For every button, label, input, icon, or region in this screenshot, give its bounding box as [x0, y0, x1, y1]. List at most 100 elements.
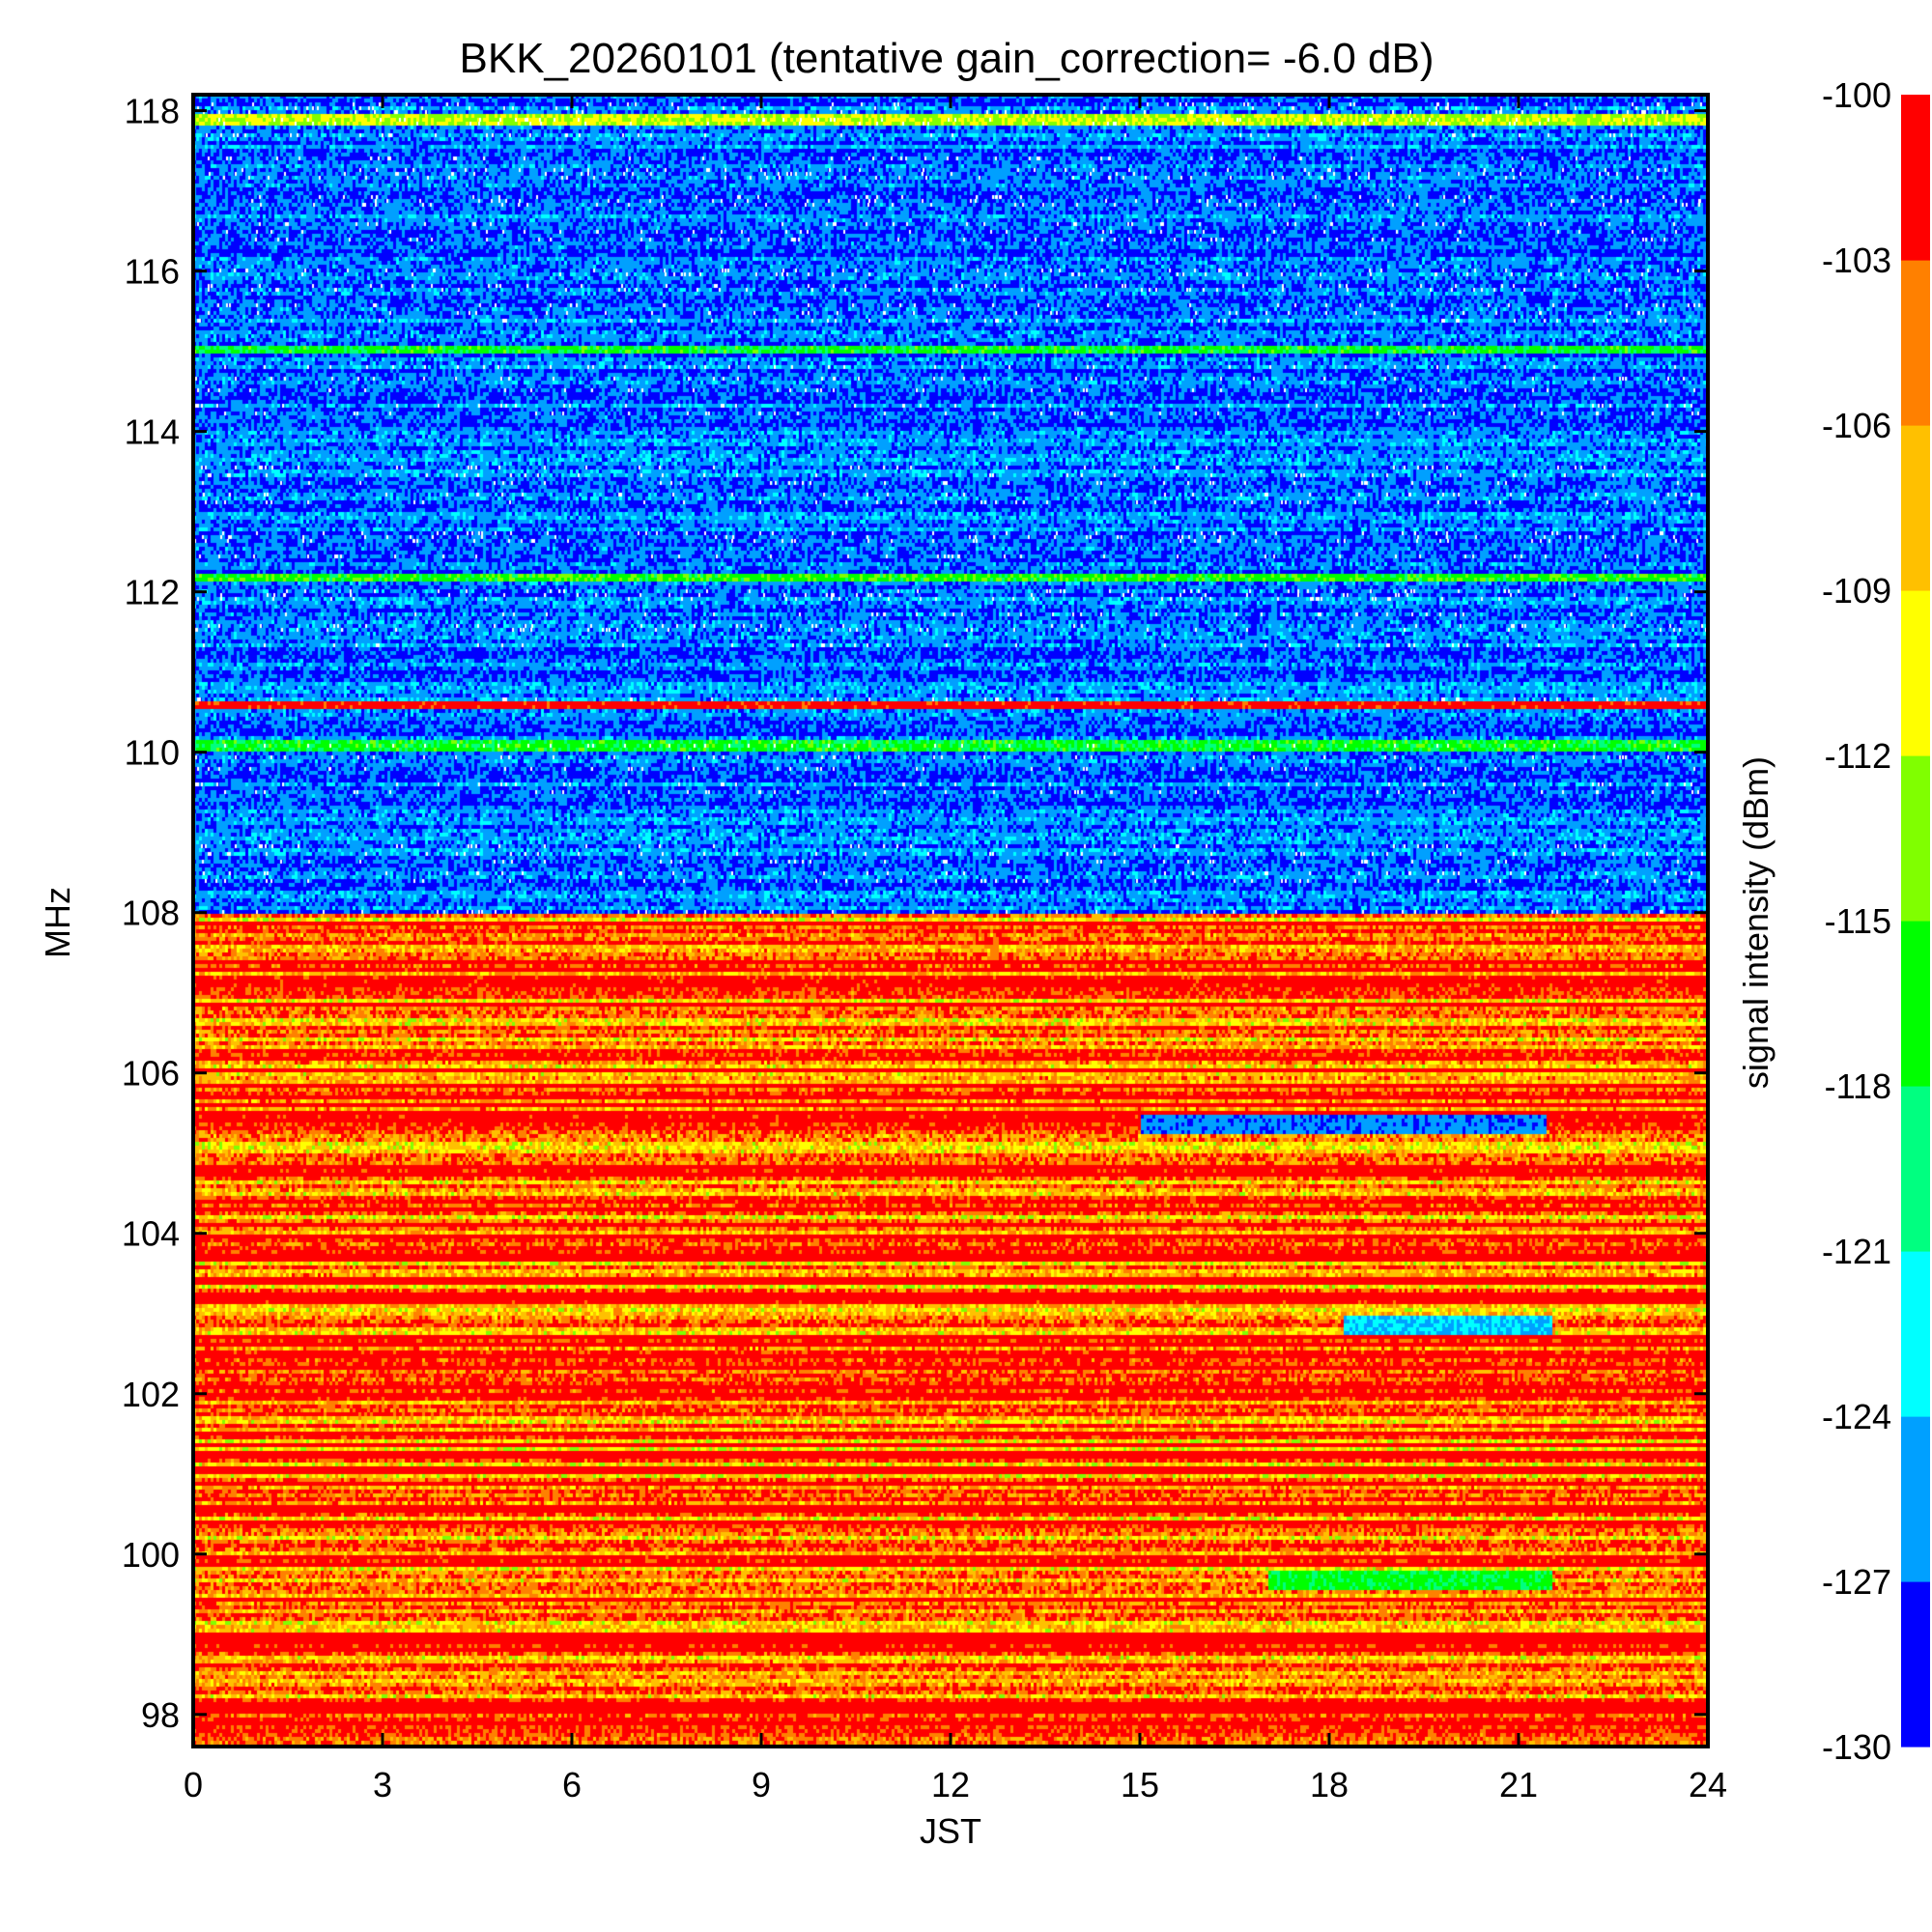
colorbar-segment: [1901, 1350, 1930, 1359]
colorbar-segment: [1901, 1267, 1930, 1277]
colorbar-segment: [1901, 1631, 1930, 1640]
x-tick-label: 18: [1310, 1765, 1349, 1804]
colorbar-segment: [1901, 333, 1930, 344]
colorbar-segment: [1901, 1151, 1930, 1161]
colorbar-segment: [1901, 689, 1930, 698]
colorbar-segment: [1901, 1738, 1930, 1747]
colorbar-segment: [1901, 309, 1930, 319]
colorbar-segment: [1901, 1382, 1930, 1392]
colorbar-segment: [1901, 565, 1930, 575]
colorbar-segment: [1901, 780, 1930, 789]
colorbar-segment: [1901, 549, 1930, 558]
colorbar-segment: [1901, 705, 1930, 715]
colorbar-tick-label: -100: [1822, 75, 1891, 115]
colorbar-tick-label: -121: [1822, 1232, 1891, 1271]
y-tick-label: 108: [122, 894, 180, 933]
colorbar-tick-label: -103: [1822, 241, 1891, 280]
colorbar-segment: [1901, 375, 1930, 384]
colorbar-segment: [1901, 1119, 1930, 1128]
colorbar-segment: [1901, 812, 1930, 822]
colorbar-segment: [1901, 1159, 1930, 1170]
colorbar-segment: [1901, 573, 1930, 583]
colorbar-tick-label: -124: [1822, 1397, 1891, 1436]
colorbar-segment: [1901, 433, 1930, 442]
colorbar-segment: [1901, 590, 1930, 600]
colorbar-segment: [1901, 293, 1930, 302]
colorbar-segment: [1901, 1308, 1930, 1318]
colorbar-segment: [1901, 1126, 1930, 1136]
colorbar-segment: [1901, 639, 1930, 649]
colorbar-segment: [1901, 1548, 1930, 1557]
colorbar-segment: [1901, 1366, 1930, 1376]
colorbar-segment: [1901, 400, 1930, 410]
axes: 0 3 6 9 12 15 18 21 24 98 100 102 104 106 108 110 112 114…: [122, 92, 1727, 1804]
colorbar-segment: [1901, 887, 1930, 896]
colorbar-segment: [1901, 102, 1930, 112]
colorbar-segment: [1901, 1391, 1930, 1401]
colorbar-segment: [1901, 788, 1930, 798]
colorbar-tick-label: -112: [1825, 736, 1891, 776]
colorbar-segment: [1901, 152, 1930, 161]
colorbar-segment: [1901, 119, 1930, 128]
y-tick-label: 104: [122, 1214, 180, 1254]
colorbar-segment: [1901, 598, 1930, 608]
colorbar-segment: [1901, 903, 1930, 914]
colorbar-segment: [1901, 697, 1930, 707]
colorbar-segment: [1901, 854, 1930, 864]
colorbar-segment: [1901, 945, 1930, 954]
colorbar-segment: [1901, 449, 1930, 459]
colorbar-segment: [1901, 607, 1930, 616]
colorbar-tick-label: -130: [1822, 1727, 1891, 1767]
colorbar-segment: [1901, 1713, 1930, 1722]
y-tick-label: 110: [125, 733, 180, 773]
colorbar-segment: [1901, 1044, 1930, 1054]
colorbar-segment: [1901, 1647, 1930, 1657]
colorbar-segment: [1901, 1416, 1930, 1426]
colorbar-segment: [1901, 226, 1930, 236]
colorbar-segment: [1901, 953, 1930, 963]
colorbar-segment: [1901, 1358, 1930, 1368]
colorbar-segment: [1901, 1540, 1930, 1549]
y-tick-label: 98: [141, 1695, 180, 1735]
colorbar-segment: [1901, 647, 1930, 657]
colorbar-segment: [1901, 1449, 1930, 1459]
colorbar-segment: [1901, 1638, 1930, 1648]
colorbar-tick-label: -115: [1825, 901, 1891, 941]
colorbar-segment: [1901, 1507, 1930, 1517]
colorbar-segment: [1901, 614, 1930, 624]
colorbar-segment: [1901, 474, 1930, 484]
y-tick-label: 118: [125, 92, 180, 131]
colorbar-label: signal intensity (dBm): [1736, 756, 1776, 1089]
colorbar-tick-label: -118: [1825, 1066, 1891, 1106]
colorbar-segment: [1901, 821, 1930, 831]
colorbar-segment: [1901, 416, 1930, 426]
x-tick-label: 9: [752, 1765, 771, 1804]
colorbar-segment: [1901, 1068, 1930, 1079]
x-tick-label: 21: [1499, 1765, 1538, 1804]
colorbar-tick-label: -106: [1822, 406, 1891, 445]
colorbar-segment: [1901, 1556, 1930, 1566]
colorbar-segment: [1901, 351, 1930, 360]
colorbar-segment: [1901, 1077, 1930, 1087]
colorbar-segment: [1901, 458, 1930, 468]
colorbar-segment: [1901, 276, 1930, 286]
colorbar-segment: [1901, 391, 1930, 401]
colorbar-segment: [1901, 970, 1930, 980]
y-tick-label: 114: [125, 412, 180, 452]
y-tick-label: 106: [122, 1054, 180, 1094]
colorbar-segment: [1901, 796, 1930, 806]
colorbar-segment: [1901, 408, 1930, 418]
colorbar-segment: [1901, 1465, 1930, 1475]
colorbar-segment: [1901, 895, 1930, 905]
colorbar-segment: [1901, 193, 1930, 203]
colorbar-segment: [1901, 1143, 1930, 1152]
colorbar-segment: [1901, 805, 1930, 814]
colorbar-segment: [1901, 95, 1930, 104]
colorbar-segment: [1901, 1424, 1930, 1434]
y-tick-label: 112: [125, 573, 180, 612]
colorbar-segment: [1901, 755, 1930, 765]
colorbar-segment: [1901, 1019, 1930, 1029]
colorbar-segment: [1901, 1589, 1930, 1599]
y-tick-label: 102: [122, 1375, 180, 1414]
